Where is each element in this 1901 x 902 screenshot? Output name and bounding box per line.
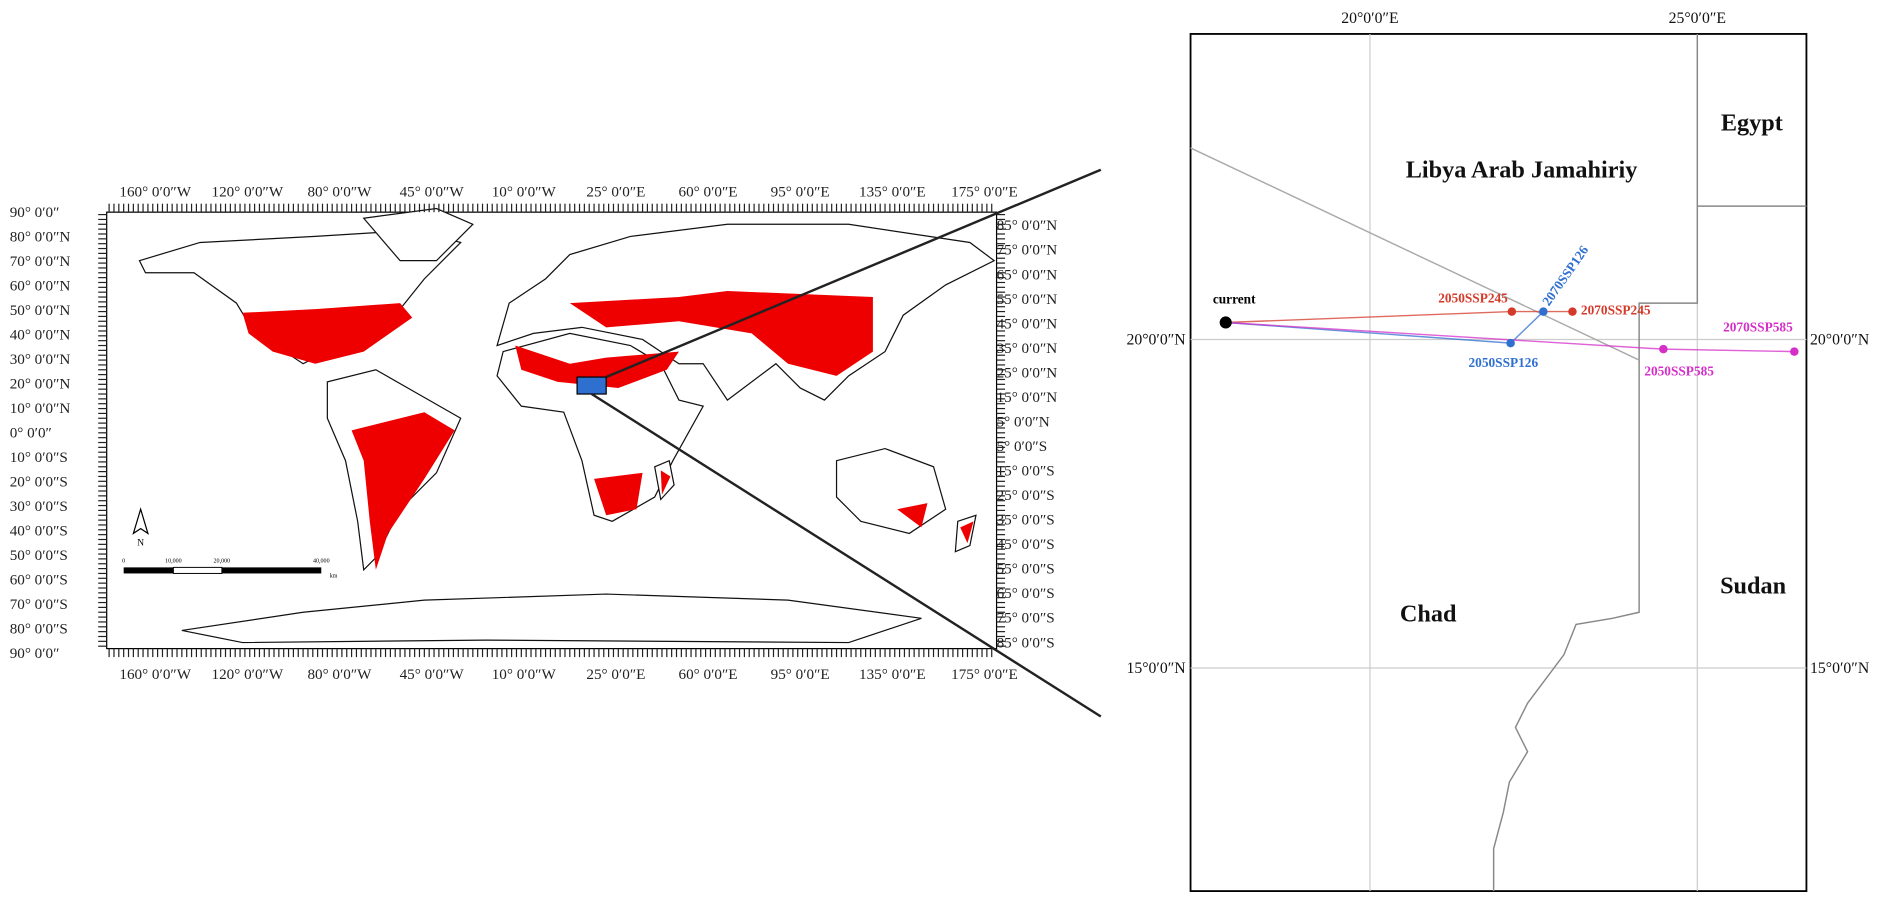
right-axis-label: 20°0′0″N (1810, 331, 1870, 348)
left-axis-label: 60° 0′0″S (10, 572, 68, 589)
left-axis-label: 70° 0′0″S (10, 596, 68, 613)
top-axis-label: 10° 0′0″W (492, 183, 557, 200)
top-axis-label: 120° 0′0″W (212, 183, 284, 200)
borders (1190, 33, 1807, 892)
centroid-label: 2050SSP126 (1469, 355, 1539, 370)
right-axis-label: 25° 0′0″S (997, 487, 1055, 504)
world-map (98, 203, 1006, 658)
bottom-axis-label: 80° 0′0″W (307, 666, 372, 683)
left-axis-label: 30° 0′0″N (10, 351, 71, 368)
centroid (1507, 307, 1517, 316)
centroid (1539, 307, 1548, 316)
left-axis-label: 20° 0′0″S (10, 474, 68, 491)
centroid (1659, 344, 1668, 354)
zoom-frame (1189, 33, 1808, 892)
left-axis-label: 60° 0′0″N (10, 277, 71, 294)
centroid-label: 2050SSP245 (1438, 291, 1508, 306)
zoom-map: current 2050SSP245 2070SSP245 2050SSP126 207… (1189, 33, 1808, 892)
left-axis-label: 90° 0′0″ (10, 645, 60, 662)
right-axis-label: 5° 0′0″S (997, 438, 1048, 455)
left-axis-label: 90° 0′0″ (10, 204, 60, 221)
left-axis-label: 20° 0′0″N (10, 375, 71, 392)
right-axis-label: 15° 0′0″S (997, 463, 1055, 480)
bottom-axis-label: 45° 0′0″W (400, 666, 465, 683)
country-label: Egypt (1721, 109, 1783, 136)
left-axis-label: 20°0′0″N (1127, 331, 1187, 348)
top-axis-label: 95° 0′0″E (771, 183, 830, 200)
right-axis-label: 75° 0′0″S (997, 610, 1055, 627)
scale-label: 40,000 (313, 559, 330, 565)
centroid (1790, 347, 1799, 356)
top-axis-label: 160° 0′0″W (119, 183, 191, 200)
left-axis-label: 80° 0′0″S (10, 621, 68, 638)
right-axis-label: 35° 0′0″S (997, 512, 1055, 529)
centroid (1568, 307, 1577, 316)
right-axis-label: 35° 0′0″N (997, 340, 1058, 357)
centroid (1506, 338, 1515, 348)
scale-label: 0 (122, 559, 125, 565)
north-arrow-icon (132, 507, 149, 535)
bottom-axis-label: 25° 0′0″E (586, 666, 645, 683)
country-label: Libya Arab Jamahiriy (1406, 157, 1638, 184)
scale-bar (123, 507, 322, 574)
top-axis-label: 20°0′0″E (1341, 10, 1398, 27)
north-label: N (137, 537, 144, 548)
bottom-axis-label: 175° 0′0″E (951, 666, 1018, 683)
left-axis-label: 50° 0′0″S (10, 547, 68, 564)
centroid (1219, 316, 1232, 329)
suitable-area (242, 290, 974, 570)
centroid-label: current (1213, 292, 1256, 307)
left-axis-label: 30° 0′0″S (10, 498, 68, 515)
left-axis-label: 80° 0′0″N (10, 228, 71, 245)
bottom-axis-label: 135° 0′0″E (859, 666, 926, 683)
left-axis-label: 40° 0′0″S (10, 523, 68, 540)
right-axis-label: 25° 0′0″N (997, 364, 1058, 381)
bottom-axis-label: 160° 0′0″W (119, 666, 191, 683)
centroid-label: 2070SSP245 (1581, 303, 1651, 318)
ruler-ticks (98, 203, 1006, 658)
left-axis-label: 15°0′0″N (1127, 660, 1187, 677)
right-axis-label: 55° 0′0″N (997, 291, 1058, 308)
left-axis-label: 10° 0′0″N (10, 400, 71, 417)
right-axis-label: 85° 0′0″N (997, 217, 1058, 234)
right-axis-label: 75° 0′0″N (997, 242, 1058, 259)
top-axis-label: 135° 0′0″E (859, 183, 926, 200)
zoom-box (576, 376, 607, 395)
right-axis-label: 65° 0′0″S (997, 585, 1055, 602)
bottom-axis-label: 120° 0′0″W (212, 666, 284, 683)
right-axis-label: 65° 0′0″N (997, 266, 1058, 283)
country-label: Sudan (1720, 573, 1787, 600)
scale-label: 10,000 (165, 559, 182, 565)
bottom-axis-label: 60° 0′0″E (679, 666, 738, 683)
top-axis-label: 25° 0′0″E (586, 183, 645, 200)
left-axis-label: 0° 0′0″ (10, 425, 52, 442)
right-axis-label: 45° 0′0″N (997, 315, 1058, 332)
left-axis-label: 50° 0′0″N (10, 302, 71, 319)
left-axis-label: 70° 0′0″N (10, 253, 71, 270)
scale-label: 20,000 (214, 559, 231, 565)
top-axis-label: 175° 0′0″E (951, 183, 1018, 200)
right-axis-label: 45° 0′0″S (997, 536, 1055, 553)
country-label: Chad (1400, 600, 1457, 627)
right-axis-label: 5° 0′0″N (997, 413, 1050, 430)
left-axis-label: 40° 0′0″N (10, 326, 71, 343)
left-axis-label: 10° 0′0″S (10, 449, 68, 466)
zoom-line (605, 168, 1102, 379)
centroid-label: 2070SSP585 (1723, 320, 1793, 335)
zoom-line (590, 392, 1102, 718)
right-axis-label: 85° 0′0″S (997, 634, 1055, 651)
right-axis-label: 15°0′0″N (1810, 660, 1870, 677)
bottom-axis-label: 10° 0′0″W (492, 666, 557, 683)
right-axis-label: 55° 0′0″S (997, 561, 1055, 578)
top-axis-label: 80° 0′0″W (307, 183, 372, 200)
top-axis-label: 25°0′0″E (1669, 10, 1726, 27)
scale-unit: km (330, 573, 338, 579)
top-axis-label: 60° 0′0″E (679, 183, 738, 200)
right-axis-label: 15° 0′0″N (997, 389, 1058, 406)
bottom-axis-label: 95° 0′0″E (771, 666, 830, 683)
centroid-label: 2050SSP585 (1644, 363, 1714, 378)
top-axis-label: 45° 0′0″W (400, 183, 465, 200)
